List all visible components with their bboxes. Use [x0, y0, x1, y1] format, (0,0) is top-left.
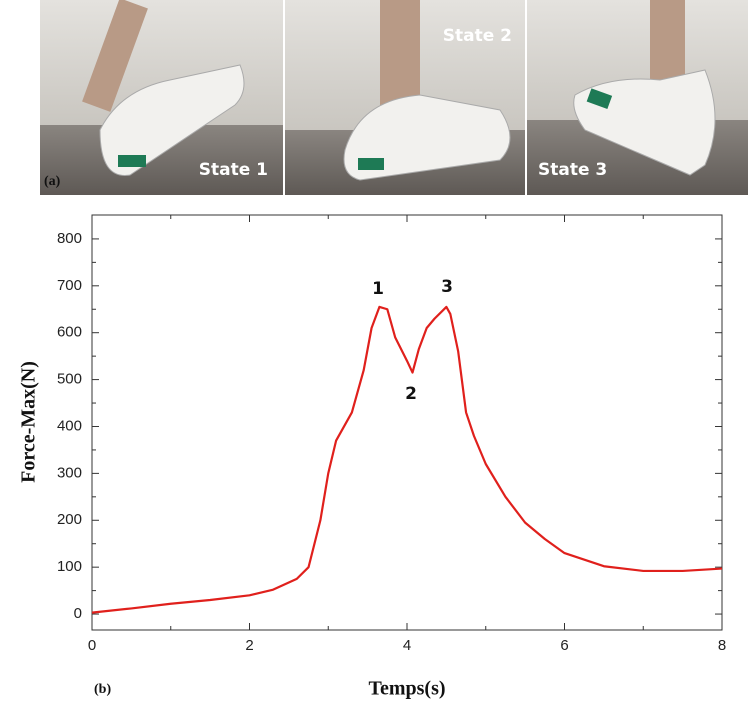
photo-3	[527, 0, 748, 195]
panel-label: (a)	[44, 174, 61, 189]
y-tick-label: 600	[57, 324, 82, 341]
x-axis-title: Temps(s)	[368, 678, 445, 700]
photo-panels: (a) State 1 State 2 State 3	[40, 0, 748, 195]
y-tick-label: 100	[57, 558, 82, 575]
x-tick-label: 2	[245, 637, 253, 654]
y-tick-label: 300	[57, 464, 82, 481]
photo-1	[40, 0, 283, 195]
state-label: State 2	[443, 26, 512, 46]
y-tick-label: 700	[57, 277, 82, 294]
photo-2	[285, 0, 525, 195]
y-tick-label: 400	[57, 417, 82, 434]
annotation: 2	[405, 384, 417, 404]
x-tick-label: 8	[718, 637, 726, 654]
y-tick-label: 800	[57, 230, 82, 247]
annotation: 3	[441, 277, 453, 297]
y-tick-label: 500	[57, 371, 82, 388]
panel-label: (b)	[94, 682, 111, 697]
y-tick-label: 200	[57, 511, 82, 528]
state-label: State 3	[538, 160, 607, 180]
annotation: 1	[372, 279, 384, 299]
state-label: State 1	[199, 160, 268, 180]
y-tick-label: 0	[74, 605, 82, 622]
x-tick-label: 0	[88, 637, 96, 654]
plot-frame	[91, 214, 723, 631]
y-axis-title: Force-Max(N)	[18, 361, 40, 483]
data-line	[91, 305, 723, 614]
x-tick-label: 6	[560, 637, 568, 654]
x-tick-label: 4	[403, 637, 411, 654]
